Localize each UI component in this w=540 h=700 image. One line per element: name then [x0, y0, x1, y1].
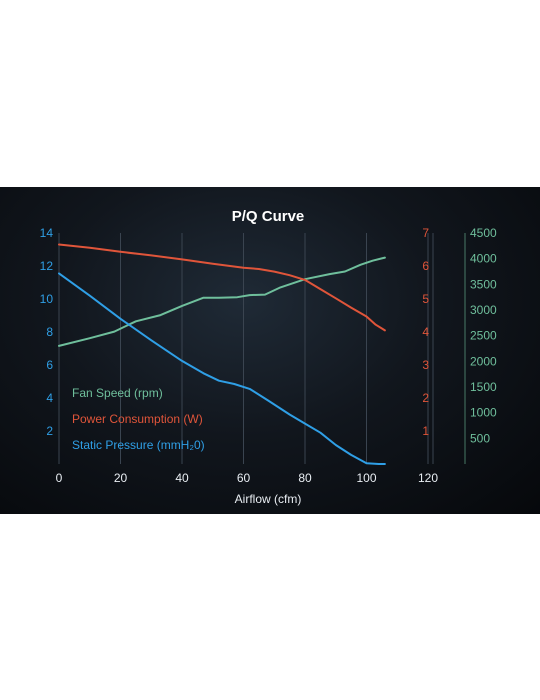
- legend-power-consumption: Power Consumption (W): [72, 412, 203, 426]
- left-y-tick-10: 10: [40, 292, 54, 306]
- x-tick-120: 120: [418, 471, 438, 485]
- x-axis-label: Airflow (cfm): [235, 492, 302, 506]
- far-right-y-tick-3000: 3000: [470, 303, 497, 317]
- grid-lines: [120, 233, 429, 464]
- left-y-tick-14: 14: [40, 226, 54, 240]
- left-y-tick-12: 12: [40, 259, 54, 273]
- right-y-tick-6: 6: [422, 259, 429, 273]
- axes: [58, 233, 466, 464]
- pq-curve-chart: P/Q Curve 0 20 40 60 80 100 120246810121412345…: [40, 208, 497, 506]
- power-consumption-line: [58, 243, 386, 332]
- far-right-y-tick-4500: 4500: [470, 226, 497, 240]
- right-y-tick-7: 7: [422, 226, 429, 240]
- far-right-y-tick-1500: 1500: [470, 380, 497, 394]
- right-y-tick-4: 4: [422, 325, 429, 339]
- left-y-tick-6: 6: [46, 358, 53, 372]
- right-y-tick-5: 5: [422, 292, 429, 306]
- far-right-y-tick-1000: 1000: [470, 406, 497, 420]
- legend: Fan Speed (rpm) Power Consumption (W) St…: [72, 386, 205, 452]
- x-tick-20: 20: [114, 471, 128, 485]
- left-y-tick-8: 8: [46, 325, 53, 339]
- x-tick-80: 80: [298, 471, 312, 485]
- legend-static-pressure: Static Pressure (mmH₂0): [72, 438, 205, 452]
- right-y-tick-2: 2: [422, 391, 429, 405]
- legend-fan-speed: Fan Speed (rpm): [72, 386, 163, 400]
- far-right-y-tick-3500: 3500: [470, 277, 497, 291]
- far-right-y-tick-2000: 2000: [470, 354, 497, 368]
- far-right-y-tick-2500: 2500: [470, 329, 497, 343]
- left-y-tick-2: 2: [46, 424, 53, 438]
- series-lines: [58, 243, 386, 465]
- left-y-tick-4: 4: [46, 391, 53, 405]
- x-tick-60: 60: [237, 471, 251, 485]
- x-tick-40: 40: [175, 471, 189, 485]
- tick-labels: 0 20 40 60 80 100 1202468101214123456750010001…: [40, 226, 497, 485]
- chart-panel: P/Q Curve 0 20 40 60 80 100 120 2 4 6 8 10 12 14 1 2 3 4 5…: [0, 187, 540, 514]
- static-pressure-line: [58, 272, 386, 465]
- x-tick-0: 0: [56, 471, 63, 485]
- far-right-y-tick-4000: 4000: [470, 252, 497, 266]
- right-y-tick-3: 3: [422, 358, 429, 372]
- fan-speed-line: [58, 256, 386, 347]
- far-right-y-tick-500: 500: [470, 431, 490, 445]
- right-y-tick-1: 1: [422, 424, 429, 438]
- chart-title: P/Q Curve: [232, 208, 305, 225]
- x-tick-100: 100: [356, 471, 376, 485]
